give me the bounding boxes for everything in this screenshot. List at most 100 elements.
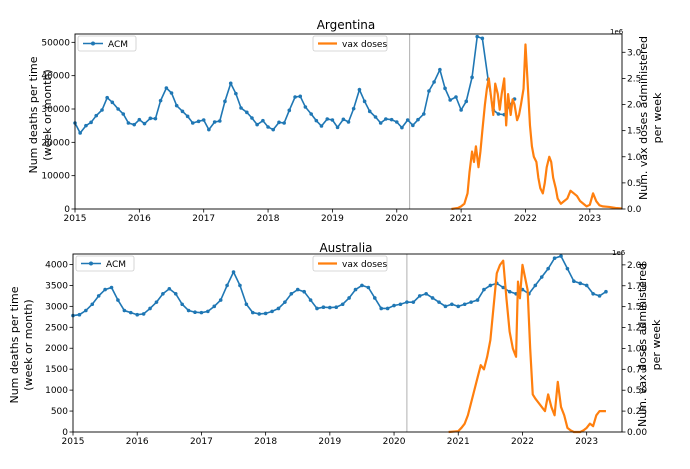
legend-acm: ACM — [75, 255, 135, 272]
acm-point — [411, 123, 415, 128]
acm-point — [462, 302, 467, 307]
acm-point — [373, 115, 378, 119]
acm-point — [424, 291, 428, 296]
acm-point — [357, 87, 362, 92]
acm-point — [385, 306, 390, 311]
acm-point — [572, 279, 576, 284]
acm-point — [430, 296, 435, 300]
acm-point — [244, 302, 249, 307]
y-tick-label: 30000 — [41, 105, 70, 115]
y-tick-label: 50000 — [41, 38, 70, 48]
acm-point — [201, 118, 206, 122]
acm-point — [303, 105, 308, 109]
acm-point — [330, 118, 335, 122]
legend-acm-label: ACM — [108, 40, 128, 50]
y-axis-label-line1: Num deaths per time — [27, 56, 40, 173]
acm-point — [454, 95, 458, 99]
acm-point — [135, 312, 140, 317]
acm-point — [225, 283, 229, 288]
y-tick-label: 2000 — [45, 344, 68, 354]
y-tick-label: 1000 — [45, 386, 68, 396]
acm-point — [190, 121, 195, 125]
acm-point — [257, 312, 262, 316]
y2-axis-label: Num. vax doses administered per week — [636, 263, 663, 427]
x-tick-label: 2018 — [254, 437, 277, 447]
acm-point — [238, 283, 242, 288]
acm-point — [212, 304, 217, 309]
acm-point — [411, 300, 416, 304]
y2-axis-label: Num. vax doses administered per week — [637, 36, 664, 200]
acm-point — [234, 91, 238, 96]
acm-point — [432, 80, 436, 84]
y-tick-label: 40000 — [41, 72, 70, 82]
y2-axis-label-line1: Num. vax doses administered — [637, 36, 650, 200]
y2-axis-label-line1: Num. vax doses administered — [636, 263, 649, 427]
acm-point — [174, 103, 179, 108]
acm-point — [142, 121, 147, 126]
acm-point — [148, 306, 152, 311]
acm-point — [400, 125, 404, 130]
acm-point — [84, 123, 88, 128]
acm-point — [392, 303, 396, 308]
y2-tick-label: 1.50 — [627, 303, 647, 313]
y2-tick-label: 2.0 — [627, 101, 642, 111]
legend-acm-marker — [91, 41, 95, 46]
x-tick-label: 2016 — [128, 214, 151, 224]
acm-point — [180, 302, 184, 307]
y2-tick-label: 2.00 — [627, 261, 647, 271]
chart-title: Australia — [319, 241, 372, 255]
acm-point — [584, 283, 589, 288]
acm-point — [276, 306, 281, 311]
y2-tick-label: 0.25 — [627, 407, 647, 417]
acm-point — [384, 117, 388, 121]
acm-point — [308, 298, 313, 302]
acm-point — [470, 75, 474, 80]
acm-point — [427, 89, 431, 93]
acm-point — [378, 121, 383, 125]
acm-point — [488, 283, 493, 288]
x-tick-label: 2017 — [192, 214, 215, 224]
acm-point — [141, 312, 146, 316]
acm-point — [154, 300, 159, 304]
acm-point — [315, 306, 319, 311]
y2-tick-label: 0.50 — [627, 386, 647, 396]
acm-point — [448, 98, 452, 102]
acm-point — [185, 114, 190, 119]
acm-point — [398, 302, 403, 307]
y-axis-label-line1: Num deaths per time — [8, 286, 21, 403]
legend-acm-marker — [89, 261, 93, 266]
australia-panel: Australia Num deaths per time (week or m… — [8, 241, 663, 447]
acm-point — [405, 118, 410, 122]
acm-point — [421, 112, 426, 116]
acm-point — [199, 310, 204, 315]
y-axis-label: Num deaths per time (week or month) — [8, 286, 35, 403]
y2-multiplier: 1e6 — [612, 249, 626, 257]
acm-point — [116, 107, 120, 111]
acm-point — [261, 118, 265, 123]
acm-point — [217, 119, 222, 123]
y2-tick-label: 1.75 — [627, 282, 647, 292]
acm-point — [314, 118, 319, 123]
acm-point — [335, 125, 340, 130]
acm-point — [475, 34, 480, 39]
acm-point — [319, 124, 324, 128]
y2-tick-label: 0.75 — [627, 365, 647, 375]
x-tick-label: 2017 — [190, 437, 213, 447]
acm-point — [239, 106, 243, 110]
acm-point — [437, 300, 441, 304]
x-tick-label: 2018 — [257, 214, 280, 224]
acm-point — [533, 283, 538, 288]
acm-point — [443, 86, 447, 91]
y2-tick-label: 1.5 — [627, 127, 641, 137]
acm-point — [340, 302, 345, 307]
acm-point — [464, 99, 469, 104]
acm-point — [270, 309, 274, 314]
x-tick-label: 2020 — [385, 214, 408, 224]
acm-point — [309, 112, 313, 116]
acm-point — [362, 99, 367, 104]
acm-point — [126, 121, 131, 125]
y-tick-label: 0 — [62, 428, 68, 438]
acm-point — [228, 81, 233, 86]
acm-point — [167, 286, 172, 291]
y-axis-label-line2: (week or month) — [41, 69, 54, 160]
